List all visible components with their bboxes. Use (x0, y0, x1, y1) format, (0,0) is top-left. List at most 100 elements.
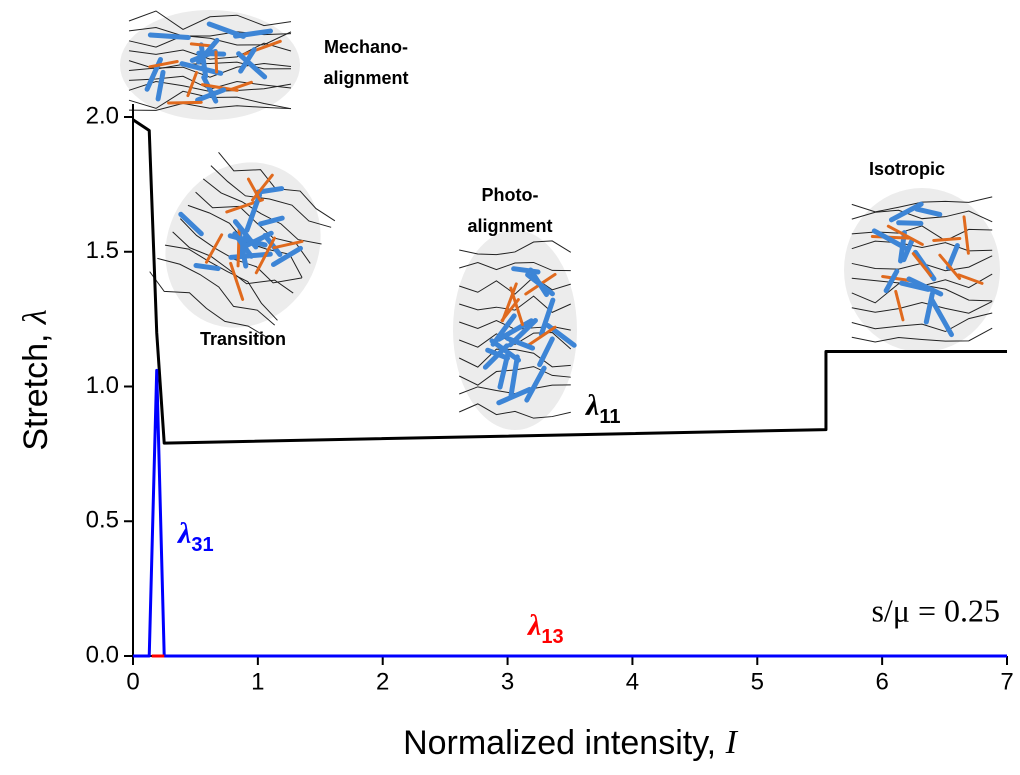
x-tick-label: 0 (126, 668, 139, 695)
mesogen (179, 61, 224, 76)
series-label-base: λ (584, 389, 599, 422)
chain (459, 276, 571, 295)
series-label-base: λ (526, 609, 541, 642)
mesogen (886, 224, 924, 246)
mesogen (871, 228, 910, 252)
x-tick-label: 5 (751, 668, 764, 695)
mesogen (896, 220, 924, 226)
mesogen (505, 335, 536, 351)
mesogen (193, 263, 221, 272)
series-label-sub: 11 (599, 406, 620, 428)
mesogen (178, 211, 204, 237)
series-label: λ31 (176, 517, 214, 556)
line-series (132, 118, 1007, 445)
mesogen (238, 47, 257, 74)
chain (459, 295, 572, 313)
illustration-label: alignment (467, 216, 552, 236)
x-axis-label: Normalized intensity, I (403, 724, 739, 762)
x-tick-label: 2 (376, 668, 389, 695)
y-tick-label: 1.0 (86, 372, 119, 399)
illustration-label: alignment (323, 68, 408, 88)
mesogen (232, 231, 254, 259)
illustration (844, 188, 1000, 352)
series-label-sub: 13 (541, 626, 563, 648)
mesogen (229, 261, 245, 301)
chain (458, 403, 571, 419)
mesogen (270, 245, 303, 267)
mesogen (272, 239, 304, 250)
chain (851, 209, 993, 223)
chain (210, 165, 332, 228)
chain (851, 300, 993, 314)
y-tick-label: 1.5 (86, 237, 119, 264)
chain (172, 231, 294, 294)
mesogen (526, 325, 557, 347)
mesogen (198, 42, 209, 79)
mesogen (894, 289, 905, 322)
mesogen (243, 230, 274, 249)
illustration-label: Isotropic (869, 159, 945, 179)
mesogen (509, 286, 524, 326)
mesogen (496, 318, 534, 342)
mesogen (957, 273, 984, 285)
line-series (133, 368, 1007, 658)
mesogen (932, 236, 962, 242)
y-axis-label: Stretch, λ (17, 309, 55, 450)
chain (149, 271, 268, 339)
mesogen (508, 354, 520, 398)
series-label-base: λ (176, 517, 191, 550)
chain (458, 348, 571, 368)
mesogen (254, 236, 276, 275)
chain (851, 327, 993, 343)
mesogen (232, 219, 259, 250)
mesogen (204, 233, 224, 264)
mesogen (883, 268, 900, 294)
mesogen (250, 173, 274, 202)
mesogen (938, 253, 962, 280)
x-tick-label: 3 (501, 668, 514, 695)
chain (164, 244, 278, 321)
annotation: s/μ = 0.25 (871, 592, 1000, 628)
mesogen (906, 276, 944, 297)
y-tick-label: 0.0 (86, 641, 119, 668)
mesogen (148, 60, 179, 69)
y-tick-label: 2.0 (86, 102, 119, 129)
chain (851, 312, 993, 333)
mesogen (497, 352, 510, 390)
chain (459, 331, 572, 350)
chain (459, 240, 572, 256)
chain (128, 42, 292, 60)
illustrations (120, 10, 1000, 430)
chain (459, 261, 571, 272)
mesogen (233, 28, 273, 39)
series-label-sub: 31 (191, 534, 213, 556)
illustration (453, 230, 577, 430)
x-axis-label-text: Normalized intensity, (403, 724, 726, 762)
mesogen (236, 226, 241, 268)
mesogen (496, 386, 533, 406)
mesogen (257, 215, 285, 227)
x-tick-label: 7 (1000, 668, 1013, 695)
mesogen (914, 206, 943, 217)
illustration-label: Photo- (482, 185, 539, 205)
x-tick-label: 6 (875, 668, 888, 695)
y-axis-label-symbol: λ (17, 309, 54, 325)
mesogen (500, 298, 520, 322)
mesogen (524, 365, 547, 403)
series-label: λ13 (526, 609, 564, 648)
x-axis-label-symbol: I (725, 724, 739, 761)
mesogen (230, 80, 253, 91)
mesogen (167, 100, 203, 105)
mesogen (196, 37, 220, 65)
mesogen (911, 252, 933, 278)
chain (128, 102, 292, 111)
mesogen (538, 297, 556, 337)
mesogen (929, 297, 954, 338)
x-tick-label: 1 (251, 668, 264, 695)
mesogen (511, 266, 541, 275)
mesogen (155, 69, 166, 102)
mesogen (246, 177, 262, 202)
mesogen (525, 272, 555, 297)
mesogen (255, 186, 285, 195)
mesogen (490, 313, 517, 347)
